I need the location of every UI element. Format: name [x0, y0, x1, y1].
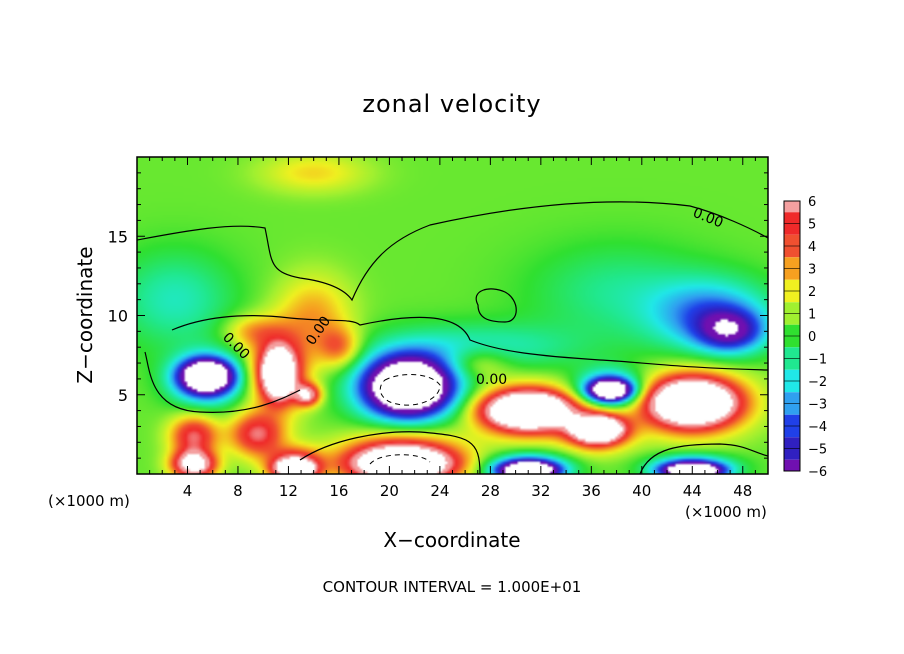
x-tick-label: 48: [733, 482, 752, 500]
colorbar-label: −6: [808, 465, 827, 480]
colorbar-swatch: [784, 313, 800, 325]
colorbar-swatch: [784, 291, 800, 303]
colorbar-swatch: [784, 201, 800, 213]
chart-title: zonal velocity: [362, 90, 541, 118]
y-tick-label: 5: [118, 386, 128, 405]
x-tick-label: 12: [279, 482, 298, 500]
colorbar-label: 5: [808, 218, 816, 233]
x-tick-label: 16: [329, 482, 348, 500]
x-tick-label: 8: [233, 482, 243, 500]
colorbar-label: 1: [808, 308, 816, 323]
colorbar-swatch: [784, 279, 800, 291]
y-tick-label: 15: [108, 227, 128, 246]
x-axis-label: X−coordinate: [383, 528, 520, 552]
plot-area: 0.000.00 0.000.00: [136, 156, 769, 475]
contour-line: [171, 315, 768, 371]
x-tick-label: 36: [582, 482, 601, 500]
colorbar-label: −3: [808, 398, 827, 413]
colorbar-swatch: [784, 448, 800, 460]
colorbar-label: 4: [808, 240, 816, 255]
colorbar: [783, 200, 801, 472]
colorbar-swatch: [784, 403, 800, 415]
y-axis-label: Z−coordinate: [73, 246, 97, 383]
x-unit-right: (×1000 m): [685, 503, 767, 521]
contour-line: [475, 288, 517, 323]
colorbar-label: −5: [808, 443, 827, 458]
colorbar-swatch: [784, 392, 800, 404]
colorbar-label: −4: [808, 420, 827, 435]
x-tick-label: 44: [683, 482, 702, 500]
colorbar-swatch: [784, 426, 800, 438]
colorbar-swatch: [784, 324, 800, 336]
x-tick-label: 32: [531, 482, 550, 500]
x-tick-label: 40: [632, 482, 651, 500]
colorbar-swatch: [784, 302, 800, 314]
colorbar-swatch: [784, 414, 800, 426]
colorbar-swatch: [784, 234, 800, 246]
x-tick-labels: 4 8 12 16 20 24 28 32 36 40 44 48: [183, 482, 753, 500]
colorbar-labels: 6 5 4 3 2 1 0 −1 −2 −3 −4 −5 −6: [808, 195, 827, 480]
colorbar-swatch: [784, 336, 800, 348]
contour-line: [299, 431, 481, 474]
x-tick-label: 24: [430, 482, 449, 500]
colorbar-swatch: [784, 437, 800, 449]
colorbar-swatch: [784, 212, 800, 224]
contour-line: [137, 201, 768, 302]
colorbar-swatch: [784, 358, 800, 370]
colorbar-swatch: [784, 347, 800, 359]
colorbar-swatch: [784, 257, 800, 269]
contour-line: [639, 443, 768, 474]
axis-ticks: [137, 157, 768, 474]
colorbar-swatch: [784, 459, 800, 471]
colorbar-swatch: [784, 223, 800, 235]
colorbar-swatch: [784, 369, 800, 381]
negative-contour-line: [379, 374, 441, 406]
contour-line: [144, 351, 301, 413]
negative-contour-line: [369, 454, 431, 465]
x-unit-left: (×1000 m): [48, 492, 130, 510]
colorbar-label: −2: [808, 375, 827, 390]
colorbar-swatch: [784, 246, 800, 258]
colorbar-label: 2: [808, 285, 816, 300]
contour-interval-footer: CONTOUR INTERVAL = 1.000E+01: [323, 578, 582, 596]
x-tick-label: 28: [481, 482, 500, 500]
colorbar-label: 0: [808, 330, 816, 345]
colorbar-swatch: [784, 268, 800, 280]
colorbar-label: −1: [808, 353, 827, 368]
x-tick-label: 20: [380, 482, 399, 500]
contour-label: 0.00: [476, 372, 507, 388]
colorbar-label: 6: [808, 195, 816, 210]
x-tick-label: 4: [183, 482, 193, 500]
colorbar-label: 3: [808, 263, 816, 278]
y-tick-label: 10: [108, 307, 128, 326]
colorbar-swatch: [784, 381, 800, 393]
y-tick-labels: 5 10 15: [108, 227, 128, 405]
